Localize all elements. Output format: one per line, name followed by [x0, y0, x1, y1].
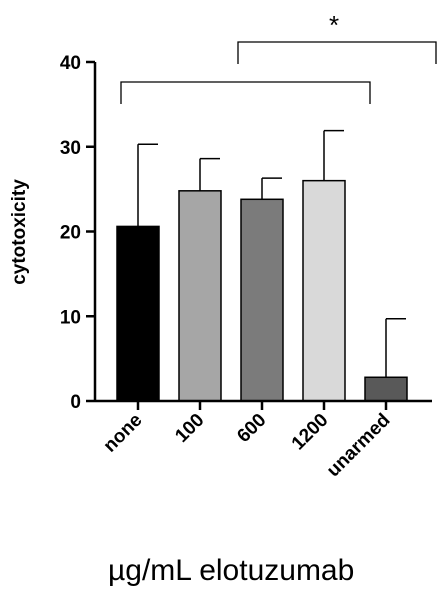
y-tick-label: 10: [60, 307, 81, 328]
significance-bracket: [120, 81, 371, 104]
significance-brackets: *: [120, 10, 437, 104]
bar: [302, 179, 346, 402]
x-tick-label: 100: [171, 410, 208, 447]
x-tick-label: 600: [233, 410, 270, 447]
y-tick-label: 40: [60, 53, 81, 74]
significance-marker: *: [329, 10, 339, 40]
x-tick-label: none: [100, 410, 147, 457]
y-tick-label: 20: [60, 223, 81, 244]
y-axis-title: cytotoxicity: [9, 179, 30, 285]
y-axis: 0 10 20 30 40: [60, 53, 97, 413]
y-tick-label: 30: [60, 138, 81, 159]
bars: [116, 129, 408, 402]
significance-bracket: [237, 41, 437, 64]
x-tick-label: unarmed: [323, 410, 395, 482]
bar: [240, 198, 284, 402]
y-tick-label: 0: [70, 392, 81, 413]
bar: [116, 225, 160, 402]
x-tick-label: 1200: [288, 410, 333, 455]
x-axis-title: µg/mL elotuzumab: [108, 554, 354, 587]
bar: [364, 376, 408, 402]
bar: [178, 190, 222, 402]
